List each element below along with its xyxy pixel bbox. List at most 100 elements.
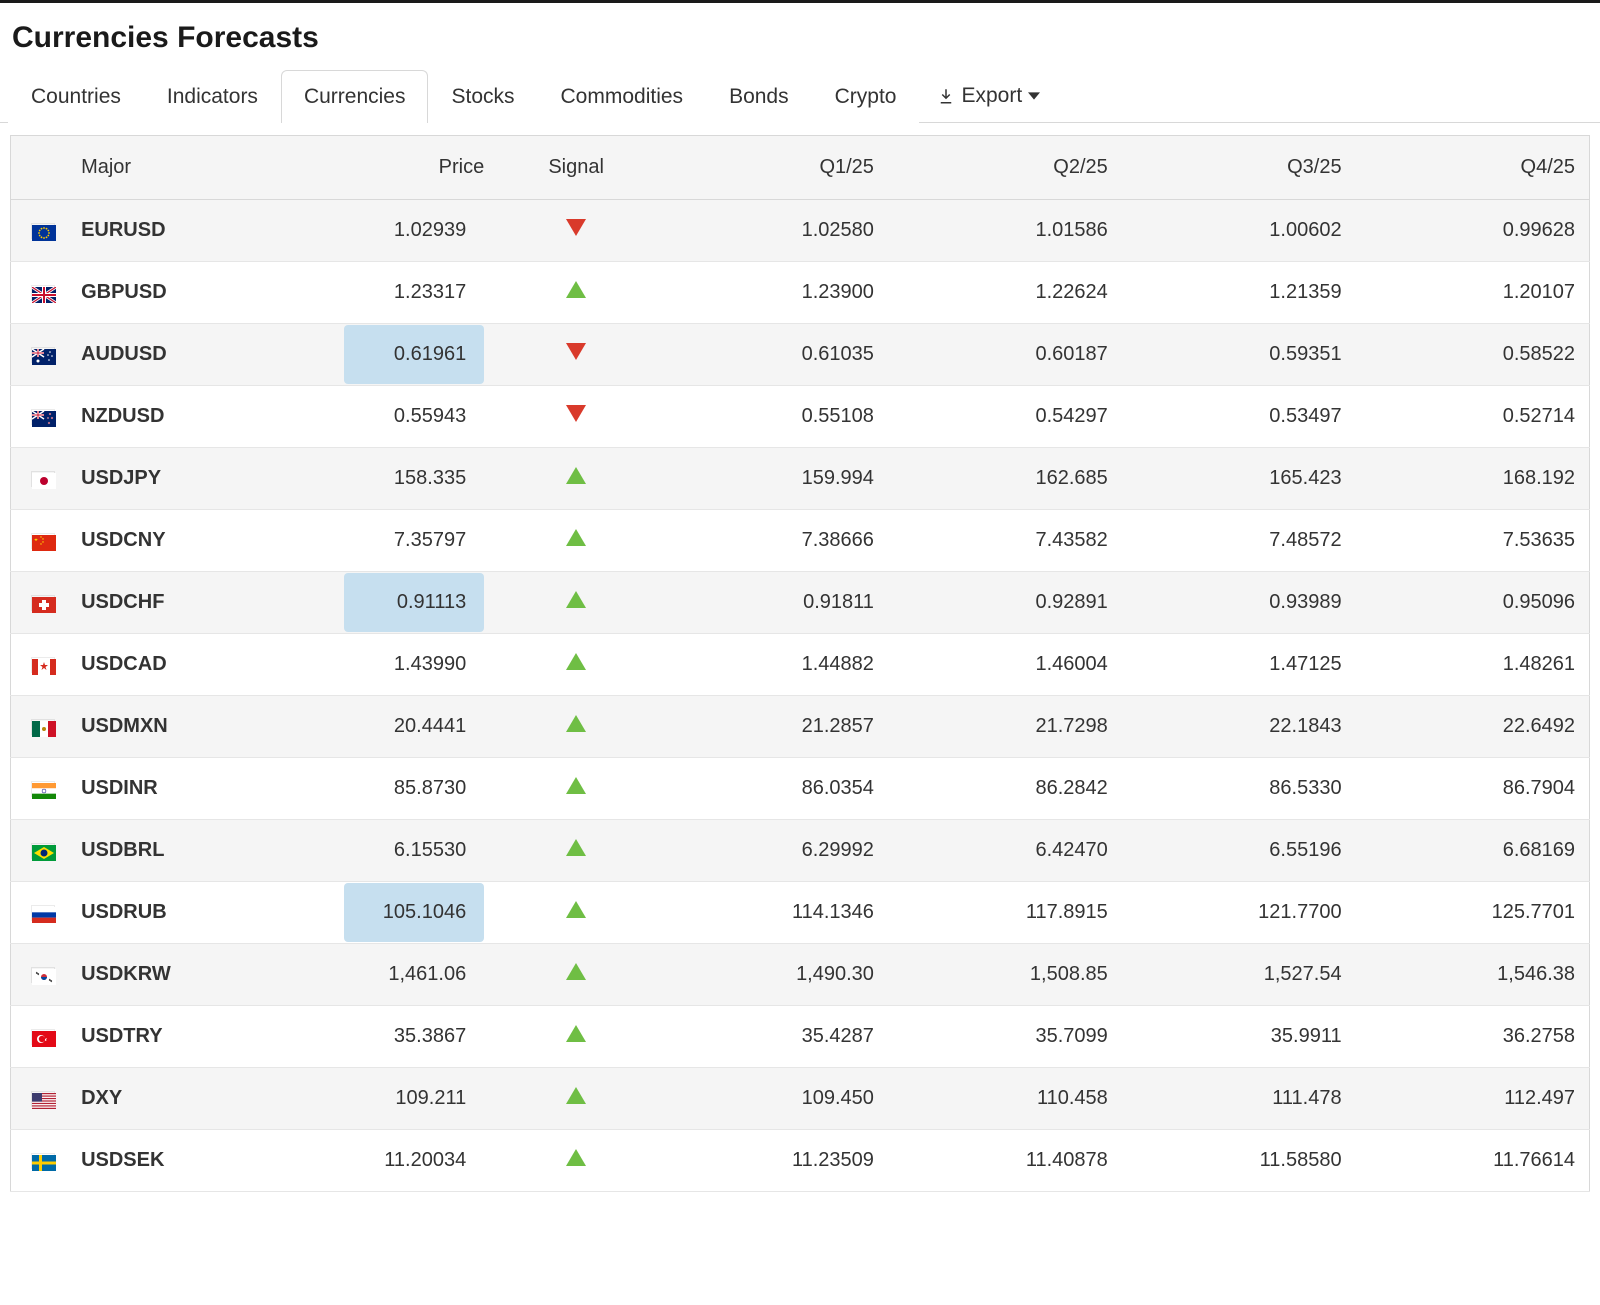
- price-cell: 158.335: [298, 448, 498, 510]
- table-row[interactable]: USDKRW 1,461.06 1,490.30 1,508.85 1,527.…: [11, 944, 1590, 1006]
- table-row[interactable]: USDMXN 20.4441 21.2857 21.7298 22.1843 2…: [11, 696, 1590, 758]
- price-cell: 1.02939: [298, 200, 498, 262]
- flag-icon-ru: [31, 905, 55, 921]
- major-cell[interactable]: USDBRL: [75, 820, 298, 882]
- signal-cell: [498, 634, 654, 696]
- major-cell[interactable]: GBPUSD: [75, 262, 298, 324]
- q2-cell: 35.7099: [888, 1006, 1122, 1068]
- flag-cell: [11, 386, 76, 448]
- table-row[interactable]: EURUSD 1.02939 1.02580 1.01586 1.00602 0…: [11, 200, 1590, 262]
- table-row[interactable]: DXY 109.211 109.450 110.458 111.478 112.…: [11, 1068, 1590, 1130]
- table-row[interactable]: AUDUSD 0.61961 0.61035 0.60187 0.59351 0…: [11, 324, 1590, 386]
- table-row[interactable]: USDSEK 11.20034 11.23509 11.40878 11.585…: [11, 1130, 1590, 1192]
- q1-cell: 1,490.30: [654, 944, 888, 1006]
- tabs-nav: Countries Indicators Currencies Stocks C…: [0, 69, 1600, 123]
- flag-cell: [11, 820, 76, 882]
- q2-cell: 117.8915: [888, 882, 1122, 944]
- tab-bonds[interactable]: Bonds: [706, 70, 812, 123]
- q1-cell: 35.4287: [654, 1006, 888, 1068]
- triangle-up-icon: [566, 281, 586, 298]
- q1-cell: 0.91811: [654, 572, 888, 634]
- currencies-forecasts-page: Currencies Forecasts Countries Indicator…: [0, 3, 1600, 1192]
- tab-commodities[interactable]: Commodities: [538, 70, 707, 123]
- triangle-up-icon: [566, 653, 586, 670]
- major-cell[interactable]: EURUSD: [75, 200, 298, 262]
- col-price[interactable]: Price: [298, 136, 498, 200]
- flag-cell: [11, 510, 76, 572]
- col-signal[interactable]: Signal: [498, 136, 654, 200]
- q4-cell: 1.20107: [1356, 262, 1590, 324]
- q4-cell: 0.52714: [1356, 386, 1590, 448]
- major-cell[interactable]: USDTRY: [75, 1006, 298, 1068]
- flag-cell: [11, 944, 76, 1006]
- flag-icon-cn: [31, 533, 55, 549]
- tab-crypto[interactable]: Crypto: [812, 70, 920, 123]
- col-q2[interactable]: Q2/25: [888, 136, 1122, 200]
- page-title: Currencies Forecasts: [0, 3, 1600, 69]
- tab-stocks[interactable]: Stocks: [428, 70, 537, 123]
- q2-cell: 0.54297: [888, 386, 1122, 448]
- col-major[interactable]: Major: [75, 136, 298, 200]
- flag-icon-eu: [31, 223, 55, 239]
- q3-cell: 86.5330: [1122, 758, 1356, 820]
- flag-cell: [11, 882, 76, 944]
- major-cell[interactable]: USDSEK: [75, 1130, 298, 1192]
- triangle-up-icon: [566, 467, 586, 484]
- q2-cell: 7.43582: [888, 510, 1122, 572]
- q3-cell: 1.47125: [1122, 634, 1356, 696]
- table-row[interactable]: USDCAD 1.43990 1.44882 1.46004 1.47125 1…: [11, 634, 1590, 696]
- major-cell[interactable]: USDCHF: [75, 572, 298, 634]
- forecast-table-wrap: Major Price Signal Q1/25 Q2/25 Q3/25 Q4/…: [0, 123, 1600, 1192]
- major-cell[interactable]: DXY: [75, 1068, 298, 1130]
- major-cell[interactable]: USDMXN: [75, 696, 298, 758]
- flag-cell: [11, 1068, 76, 1130]
- tab-countries[interactable]: Countries: [8, 70, 144, 123]
- chevron-down-icon: [1028, 90, 1040, 102]
- table-row[interactable]: USDRUB 105.1046 114.1346 117.8915 121.77…: [11, 882, 1590, 944]
- flag-cell: [11, 200, 76, 262]
- major-cell[interactable]: AUDUSD: [75, 324, 298, 386]
- table-row[interactable]: USDINR 85.8730 86.0354 86.2842 86.5330 8…: [11, 758, 1590, 820]
- signal-cell: [498, 200, 654, 262]
- flag-cell: [11, 448, 76, 510]
- table-row[interactable]: USDCNY 7.35797 7.38666 7.43582 7.48572 7…: [11, 510, 1590, 572]
- col-q4[interactable]: Q4/25: [1356, 136, 1590, 200]
- col-q3[interactable]: Q3/25: [1122, 136, 1356, 200]
- table-row[interactable]: USDTRY 35.3867 35.4287 35.7099 35.9911 3…: [11, 1006, 1590, 1068]
- col-q1[interactable]: Q1/25: [654, 136, 888, 200]
- q4-cell: 86.7904: [1356, 758, 1590, 820]
- major-cell[interactable]: NZDUSD: [75, 386, 298, 448]
- table-row[interactable]: GBPUSD 1.23317 1.23900 1.22624 1.21359 1…: [11, 262, 1590, 324]
- tab-currencies[interactable]: Currencies: [281, 70, 429, 123]
- flag-cell: [11, 324, 76, 386]
- q1-cell: 0.55108: [654, 386, 888, 448]
- price-cell: 20.4441: [298, 696, 498, 758]
- export-dropdown[interactable]: Export: [919, 70, 1058, 122]
- tab-indicators[interactable]: Indicators: [144, 70, 281, 123]
- q2-cell: 110.458: [888, 1068, 1122, 1130]
- table-row[interactable]: USDJPY 158.335 159.994 162.685 165.423 1…: [11, 448, 1590, 510]
- major-cell[interactable]: USDKRW: [75, 944, 298, 1006]
- table-row[interactable]: NZDUSD 0.55943 0.55108 0.54297 0.53497 0…: [11, 386, 1590, 448]
- q1-cell: 1.23900: [654, 262, 888, 324]
- flag-cell: [11, 1130, 76, 1192]
- q1-cell: 86.0354: [654, 758, 888, 820]
- flag-cell: [11, 262, 76, 324]
- table-row[interactable]: USDCHF 0.91113 0.91811 0.92891 0.93989 0…: [11, 572, 1590, 634]
- q1-cell: 21.2857: [654, 696, 888, 758]
- table-row[interactable]: USDBRL 6.15530 6.29992 6.42470 6.55196 6…: [11, 820, 1590, 882]
- q4-cell: 112.497: [1356, 1068, 1590, 1130]
- major-cell[interactable]: USDRUB: [75, 882, 298, 944]
- price-cell: 85.8730: [298, 758, 498, 820]
- flag-cell: [11, 572, 76, 634]
- major-cell[interactable]: USDCNY: [75, 510, 298, 572]
- major-cell[interactable]: USDCAD: [75, 634, 298, 696]
- q4-cell: 36.2758: [1356, 1006, 1590, 1068]
- q4-cell: 125.7701: [1356, 882, 1590, 944]
- major-cell[interactable]: USDJPY: [75, 448, 298, 510]
- major-cell[interactable]: USDINR: [75, 758, 298, 820]
- q4-cell: 6.68169: [1356, 820, 1590, 882]
- flag-icon-tr: [31, 1029, 55, 1045]
- flag-icon-nz: [31, 409, 55, 425]
- flag-icon-au: [31, 347, 55, 363]
